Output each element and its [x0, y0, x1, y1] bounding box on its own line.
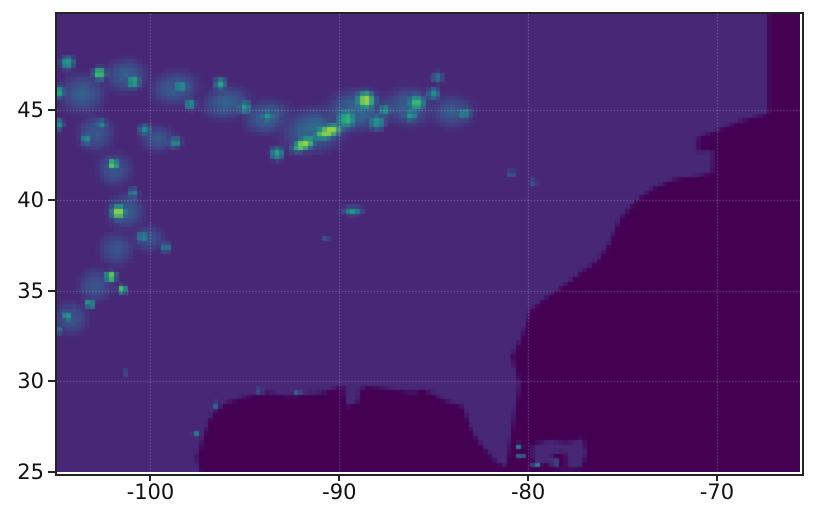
x-tick-mark	[149, 474, 152, 481]
x-tick-mark	[527, 474, 530, 481]
x-tick-label: -90	[322, 480, 357, 504]
y-tick-label: 45	[17, 97, 44, 122]
x-tick-mark	[338, 474, 341, 481]
y-tick-mark	[48, 471, 55, 473]
x-tick-label: -100	[126, 480, 175, 504]
y-tick-mark	[48, 199, 55, 202]
y-tick-label: 35	[17, 278, 44, 303]
y-tick-label: 40	[17, 188, 44, 213]
x-tick-label: -80	[510, 480, 546, 504]
y-tick-mark	[48, 380, 55, 383]
x-tick-mark	[715, 474, 718, 481]
x-tick-label: -70	[699, 480, 735, 504]
y-tick-mark	[48, 108, 55, 111]
y-tick-label: 30	[17, 369, 44, 394]
heatmap-canvas	[57, 14, 800, 472]
y-tick-mark	[48, 289, 55, 292]
y-tick-label: 25	[17, 460, 44, 484]
